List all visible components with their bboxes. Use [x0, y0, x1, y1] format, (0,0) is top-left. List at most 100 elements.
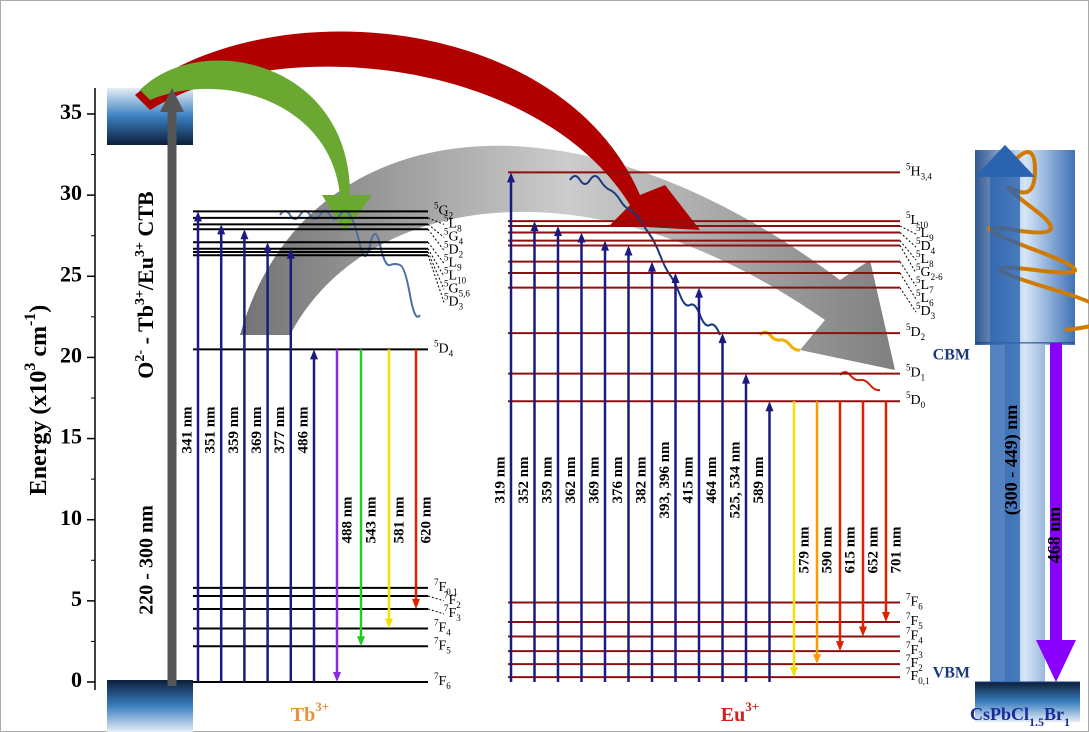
label-part: H [911, 165, 921, 180]
subscript: 3 [456, 613, 461, 623]
subscript: 5,6 [459, 288, 471, 298]
subscript: 7 [929, 285, 934, 295]
valence-band [107, 680, 193, 732]
transition-label: 393, 396 nm [657, 441, 673, 519]
subscript: 1.5 [1029, 715, 1044, 729]
y-tick-label: 15 [60, 424, 82, 449]
subscript: 5 [918, 621, 923, 631]
transition-label: 319 nm [492, 456, 508, 504]
label-part: F [911, 629, 919, 644]
subscript: 5 [446, 645, 451, 655]
subscript: 3,4 [921, 171, 933, 181]
subscript: 6 [918, 602, 923, 612]
subscript: 6 [446, 681, 451, 691]
subscript: 2 [921, 332, 926, 342]
transition-label: 579 nm [796, 526, 812, 574]
transition-label: 581 nm [391, 496, 407, 544]
supscript: 3+ [315, 699, 329, 714]
transition-label: 376 nm [610, 456, 626, 504]
label-part: D [439, 342, 449, 357]
subscript: 4 [918, 636, 923, 646]
subscript: 4 [459, 236, 464, 246]
subscript: 0 [921, 400, 926, 410]
transition-label: 488 nm [339, 496, 355, 544]
label-part: CTB [133, 191, 158, 242]
transition-label: 377 nm [272, 406, 288, 454]
y-tick-label: 0 [71, 667, 82, 692]
label-part: F [439, 621, 447, 636]
transition-label: 589 nm [751, 456, 767, 504]
rich-label: O2- - Tb3+/Eu3+ CTB [133, 191, 158, 379]
transition-label: 525, 534 nm [727, 441, 743, 519]
supscript: -1 [22, 313, 39, 326]
y-tick-label: 30 [60, 180, 82, 205]
transition-label: 620 nm [418, 496, 434, 544]
transition-label: 464 nm [704, 456, 720, 504]
subscript: 2 [918, 663, 923, 673]
supscript: 3+ [745, 699, 759, 714]
label-part: D [911, 366, 921, 381]
diagram: 05101520253035Energy (x103 cm-1)220 - 30… [0, 0, 1089, 732]
subscript: 4 [446, 628, 451, 638]
transition-label: 486 nm [295, 406, 311, 454]
subscript: 4 [449, 348, 454, 358]
transition-label: 369 nm [249, 406, 265, 454]
transition-label: 351 nm [203, 406, 219, 454]
label-part: D [911, 325, 921, 340]
label-part: Br [1044, 704, 1064, 724]
label-part: - Tb [133, 305, 158, 350]
subscript: 3 [459, 301, 464, 311]
label-part: F [911, 669, 919, 684]
transition-label: 341 nm [179, 406, 195, 454]
label-part: F [439, 639, 447, 654]
page: 05101520253035Energy (x103 cm-1)220 - 30… [0, 0, 1089, 732]
label-part: D [911, 393, 921, 408]
transition-label: 415 nm [680, 456, 696, 504]
label-part: O [133, 362, 158, 379]
subscript: 4 [931, 246, 936, 256]
subscript: 3 [918, 650, 923, 660]
label-part: Energy (x10 [26, 371, 52, 496]
transition-label: 382 nm [633, 456, 649, 504]
supscript: 2- [133, 350, 148, 362]
subscript: 0,1 [918, 676, 929, 686]
label-part: F [439, 674, 447, 689]
transition-label: 369 nm [586, 456, 602, 504]
label-part: F [911, 614, 919, 629]
label-part: F [449, 606, 457, 621]
y-tick-label: 35 [60, 99, 82, 124]
transition-label: 362 nm [563, 456, 579, 504]
supscript: 3+ [133, 242, 148, 257]
supscript: 3 [22, 363, 39, 371]
supscript: 3+ [133, 290, 148, 305]
vbm-label: VBM [933, 665, 970, 682]
label-part: CsPbCl [970, 704, 1029, 724]
subscript: 3 [931, 311, 936, 321]
ctb-wavelength: 220 - 300 nm [136, 505, 158, 615]
label-part: D [449, 295, 459, 310]
transition-label: 701 nm [888, 526, 904, 574]
transition-label: 652 nm [865, 526, 881, 574]
transition-label: 590 nm [819, 526, 835, 574]
subscript: 1 [921, 373, 926, 383]
label-part: ) [26, 305, 52, 313]
transition-label: 359 nm [226, 406, 242, 454]
y-tick-label: 10 [60, 505, 82, 530]
transition-label: 615 nm [842, 526, 858, 574]
y-tick-label: 20 [60, 342, 82, 367]
label-part: cm [26, 326, 52, 363]
label-part: Tb [291, 704, 315, 726]
transition-label: 352 nm [516, 456, 532, 504]
subscript: 2-6 [931, 272, 943, 282]
subscript: 9 [457, 262, 462, 272]
label-part: Eu [721, 704, 745, 726]
transition-label: 359 nm [539, 456, 555, 504]
host-excitation-label: (300 - 449) nm [1001, 405, 1022, 516]
label-part: F [911, 595, 919, 610]
subscript: 1 [1064, 715, 1070, 729]
label-part: D [921, 304, 931, 319]
transition-label: 543 nm [363, 496, 379, 544]
subscript: 2 [459, 249, 464, 259]
y-tick-label: 5 [71, 586, 82, 611]
label-part: /Eu [133, 257, 158, 291]
